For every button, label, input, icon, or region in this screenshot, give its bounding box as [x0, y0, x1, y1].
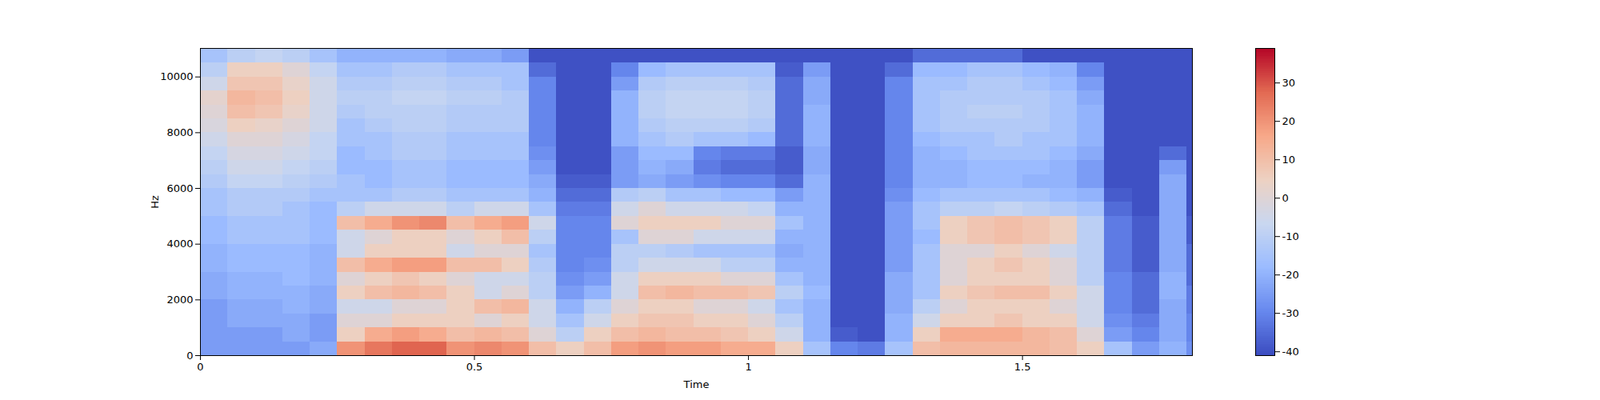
- svg-text:10: 10: [1282, 153, 1296, 166]
- svg-text:Time: Time: [683, 378, 710, 391]
- svg-text:-30: -30: [1282, 307, 1300, 320]
- svg-text:6000: 6000: [166, 182, 193, 195]
- svg-text:-40: -40: [1282, 345, 1300, 358]
- svg-text:2000: 2000: [166, 293, 193, 306]
- svg-text:0: 0: [1282, 192, 1289, 204]
- svg-text:Hz: Hz: [148, 195, 161, 209]
- svg-text:1: 1: [744, 360, 752, 373]
- svg-text:8000: 8000: [166, 126, 193, 139]
- svg-text:4000: 4000: [166, 237, 193, 250]
- svg-text:-20: -20: [1282, 268, 1300, 281]
- svg-text:0.5: 0.5: [466, 360, 484, 373]
- svg-text:0: 0: [186, 349, 193, 362]
- svg-text:30: 30: [1282, 76, 1296, 89]
- svg-text:10000: 10000: [160, 70, 193, 83]
- svg-text:0: 0: [196, 360, 204, 373]
- svg-text:20: 20: [1282, 115, 1296, 128]
- svg-text:1.5: 1.5: [1014, 360, 1032, 373]
- svg-text:-10: -10: [1282, 230, 1300, 243]
